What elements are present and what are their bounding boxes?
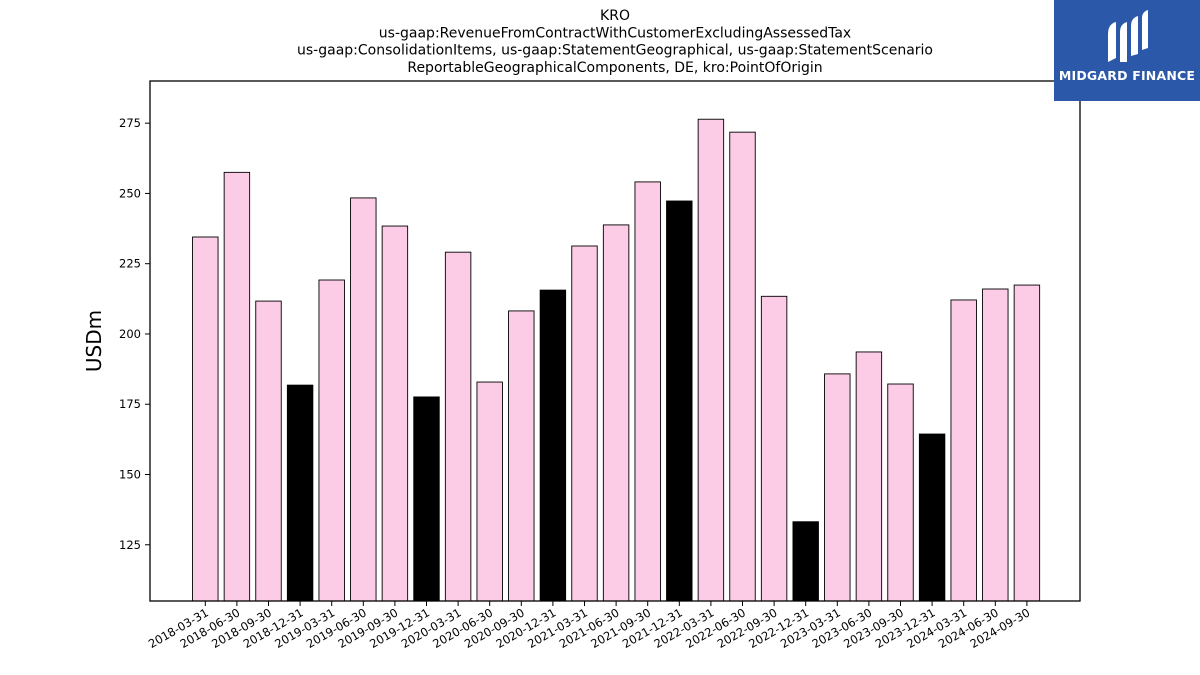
bar-2022-06-30: [729, 131, 756, 602]
logo-mark-icon: [1108, 10, 1148, 62]
chart-title: KRO: [600, 8, 630, 24]
y-tick-label: 175: [119, 397, 141, 411]
bar-2024-06-30: [982, 288, 1009, 602]
bar-2019-06-30: [350, 197, 377, 602]
y-axis-label: USDm: [82, 310, 106, 372]
bar-2018-12-31: [286, 384, 314, 602]
y-tick-label: 125: [119, 538, 141, 552]
logo-text: MIDGARD FINANCE: [1058, 68, 1196, 83]
bar-2018-06-30: [223, 171, 251, 602]
bar-2022-03-31: [697, 118, 725, 602]
y-tick-label: 150: [119, 468, 141, 482]
bar-2024-09-30: [1013, 284, 1041, 602]
midgard-finance-logo: MIDGARD FINANCE: [1054, 0, 1200, 101]
bar-2020-09-30: [508, 310, 535, 602]
bar-2021-06-30: [602, 224, 630, 602]
bar-2023-12-31: [918, 433, 946, 602]
bar-2021-09-30: [634, 181, 661, 602]
chart-subtitle-line: ReportableGeographicalComponents, DE, kr…: [407, 60, 822, 76]
bar-2020-03-31: [444, 251, 472, 602]
chart-subtitle-line: us-gaap:RevenueFromContractWithCustomerE…: [379, 25, 851, 41]
bar-2020-12-31: [539, 289, 567, 602]
bar-2018-03-31: [192, 236, 219, 602]
bar-2024-03-31: [950, 299, 977, 602]
bar-2021-03-31: [571, 245, 598, 602]
bar-2019-09-30: [381, 225, 409, 602]
chart-subtitle-line: us-gaap:ConsolidationItems, us-gaap:Stat…: [297, 43, 933, 59]
bar-2020-06-30: [476, 381, 503, 602]
y-tick-label: 225: [119, 257, 141, 271]
bar-2019-12-31: [413, 396, 440, 602]
y-tick-label: 275: [119, 116, 141, 130]
bar-2021-12-31: [666, 200, 693, 602]
bar-2023-06-30: [855, 351, 883, 602]
y-tick-label: 250: [119, 186, 141, 200]
bar-2022-09-30: [760, 295, 788, 602]
bar-2023-03-31: [824, 373, 851, 602]
bar-2019-03-31: [318, 279, 345, 602]
bar-2023-09-30: [887, 383, 914, 602]
bar-2022-12-31: [792, 521, 819, 602]
plot-frame: [149, 80, 1081, 602]
y-tick-label: 200: [119, 327, 141, 341]
bar-2018-09-30: [255, 300, 282, 602]
